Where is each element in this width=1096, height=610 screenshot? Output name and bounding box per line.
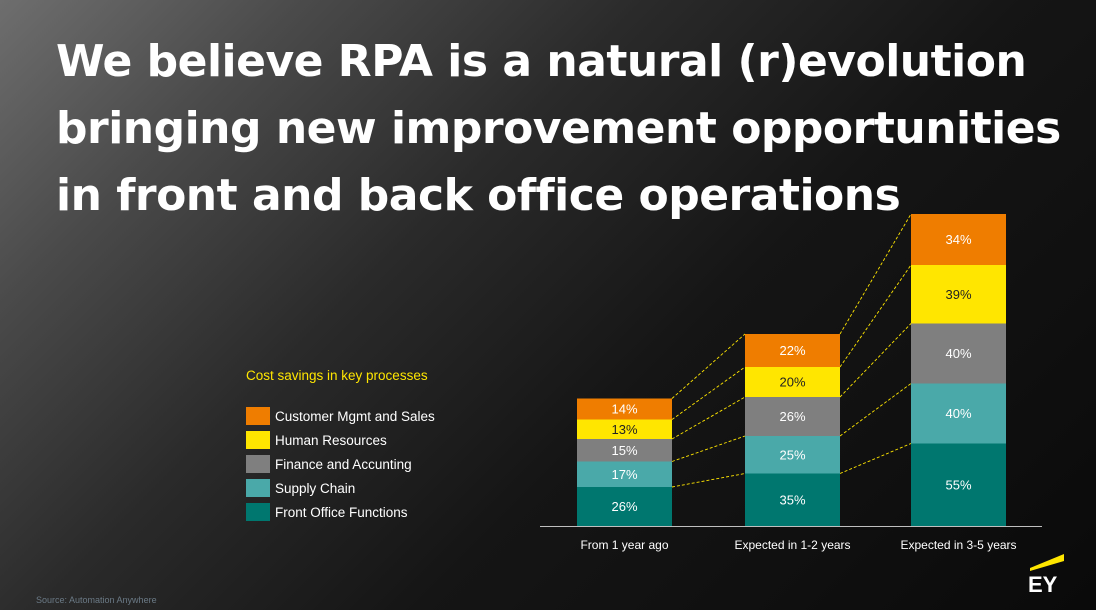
title-line-1: We believe RPA is a natural (r)evolution bbox=[56, 36, 1027, 87]
bar-segment bbox=[577, 439, 672, 462]
data-label: 15% bbox=[611, 443, 637, 458]
legend-swatch-customer bbox=[246, 407, 270, 425]
series-customer-mgmt-and-sales: 14% 22% 34% bbox=[577, 214, 1006, 420]
bar-segment bbox=[745, 334, 840, 367]
connector-line bbox=[839, 264, 912, 368]
bar-segment bbox=[911, 323, 1006, 384]
connector-line bbox=[671, 396, 746, 440]
legend-label-front: Front Office Functions bbox=[275, 504, 408, 520]
data-label: 55% bbox=[945, 477, 971, 492]
bar-segment bbox=[577, 398, 672, 420]
connector-line bbox=[839, 443, 912, 474]
connector-line bbox=[671, 333, 746, 399]
legend-label-customer: Customer Mgmt and Sales bbox=[275, 408, 435, 424]
data-label: 13% bbox=[611, 422, 637, 437]
legend-swatch-front bbox=[246, 503, 270, 521]
connector-line bbox=[671, 473, 746, 488]
bar-segment bbox=[577, 487, 672, 526]
ey-logo: EY bbox=[1028, 554, 1064, 596]
connector-line bbox=[671, 366, 746, 420]
data-label: 40% bbox=[945, 406, 971, 421]
legend-label-hr: Human Resources bbox=[275, 432, 387, 448]
legend-swatch-finance bbox=[246, 455, 270, 473]
data-label: 25% bbox=[779, 447, 805, 462]
connector-line bbox=[671, 435, 746, 462]
series-human-resources: 13% 20% 39% bbox=[577, 265, 1006, 439]
series-supply-chain: 17% 25% 40% bbox=[577, 383, 1006, 487]
data-label: 35% bbox=[779, 492, 805, 507]
data-label: 40% bbox=[945, 346, 971, 361]
data-label: 26% bbox=[611, 499, 637, 514]
connector-line bbox=[839, 383, 912, 437]
legend-item-finance: Finance and Accunting bbox=[246, 452, 506, 476]
legend-item-supply: Supply Chain bbox=[246, 476, 506, 500]
title-line-3: in front and back office operations bbox=[56, 170, 901, 221]
legend-label-supply: Supply Chain bbox=[275, 480, 356, 496]
data-label: 20% bbox=[779, 375, 805, 390]
data-label: 26% bbox=[779, 409, 805, 424]
x-tick-label: Expected in 1-2 years bbox=[734, 538, 850, 552]
connector-line bbox=[839, 323, 912, 398]
page-title: We believe RPA is a natural (r)evolution… bbox=[56, 28, 1061, 229]
connector-line bbox=[839, 213, 912, 335]
bar-segment bbox=[577, 461, 672, 487]
bar-segment bbox=[911, 214, 1006, 265]
chart-legend: Cost savings in key processes Customer M… bbox=[246, 366, 506, 524]
x-tick-label: From 1 year ago bbox=[580, 538, 668, 552]
data-label: 22% bbox=[779, 343, 805, 358]
data-label: 34% bbox=[945, 232, 971, 247]
bar-segment bbox=[911, 265, 1006, 324]
legend-title: Cost savings in key processes bbox=[246, 368, 428, 383]
x-tick-label: Expected in 3-5 years bbox=[900, 538, 1016, 552]
legend-item-front: Front Office Functions bbox=[246, 500, 506, 524]
bar-segment bbox=[911, 443, 1006, 526]
bar-segment bbox=[745, 367, 840, 397]
series-front-office-functions: 26% 35% 55% bbox=[577, 443, 1006, 526]
legend-item-customer: Customer Mgmt and Sales bbox=[246, 404, 506, 428]
legend-label-finance: Finance and Accunting bbox=[275, 456, 412, 472]
bar-segment bbox=[745, 397, 840, 436]
bar-segment bbox=[745, 436, 840, 474]
bar-segment bbox=[577, 419, 672, 439]
connector-lines bbox=[671, 213, 912, 488]
title-line-2: bringing new improvement opportunities bbox=[56, 103, 1061, 154]
bar-segment bbox=[745, 473, 840, 526]
legend-item-hr: Human Resources bbox=[246, 428, 506, 452]
series-finance-and-accunting: 15% 26% 40% bbox=[577, 323, 1006, 462]
logo-text: EY bbox=[1028, 572, 1058, 596]
data-label: 14% bbox=[611, 402, 637, 417]
legend-swatch-hr bbox=[246, 431, 270, 449]
source-note: Source: Automation Anywhere bbox=[36, 595, 157, 605]
data-label: 17% bbox=[611, 467, 637, 482]
legend-swatch-supply bbox=[246, 479, 270, 497]
data-label: 39% bbox=[945, 287, 971, 302]
bar-segment bbox=[911, 383, 1006, 444]
